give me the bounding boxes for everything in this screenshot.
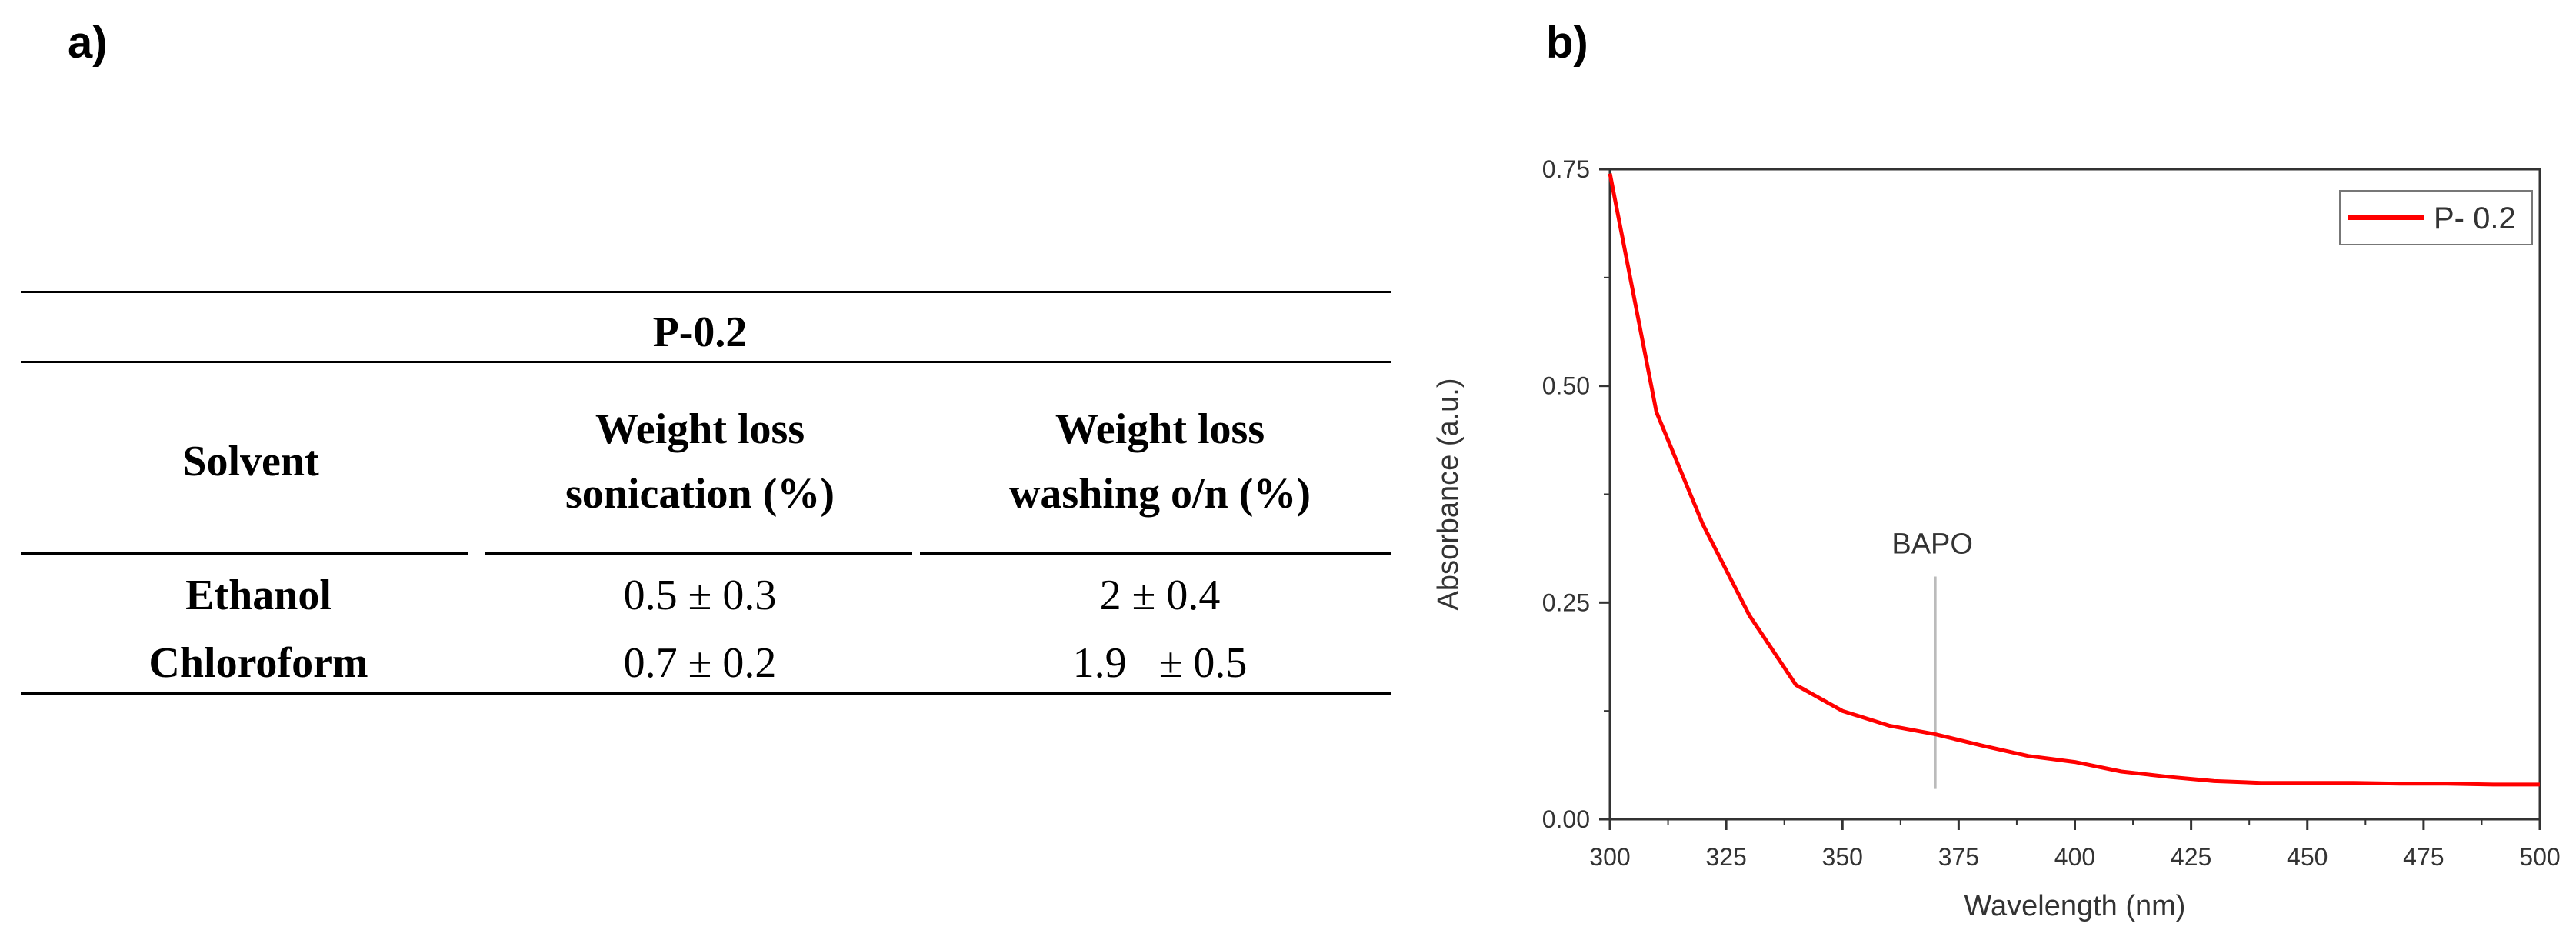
- table-cell-sonication-2: 0.7 ± 0.2: [623, 639, 777, 687]
- y-tick-label: 0.00: [1542, 805, 1590, 833]
- x-tick-label: 375: [1938, 843, 1979, 871]
- y-axis-label: Absorbance (a.u.): [1432, 378, 1465, 610]
- header-sonication-line2: sonication (%): [565, 470, 835, 518]
- legend-label: P- 0.2: [2434, 202, 2516, 235]
- absorbance-chart: 300 325 350 375 400 425 450 475 500 0.00 0.25 0.50…: [1432, 155, 2561, 922]
- header-sonication-line1: Weight loss: [595, 405, 805, 453]
- x-tick-label: 350: [1822, 843, 1863, 871]
- table-cell-sonication-1: 0.5 ± 0.3: [623, 572, 777, 619]
- header-solvent: Solvent: [182, 438, 319, 485]
- table-bottom-rule: [21, 692, 1391, 695]
- table-cell-solvent-2: Chloroform: [148, 639, 368, 687]
- x-tick-label: 425: [2171, 843, 2211, 871]
- x-tick-label: 500: [2519, 843, 2560, 871]
- table-cell-washing-2: 1.9 ± 0.5: [1072, 639, 1248, 687]
- y-axis-ticks: 0.00 0.25 0.50 0.75: [1542, 155, 1610, 833]
- x-axis-ticks: 300 325 350 375 400 425 450 475 500: [1589, 819, 2561, 871]
- table-top-rule: [21, 291, 1391, 293]
- x-tick-label: 475: [2403, 843, 2444, 871]
- table-cell-washing-1: 2 ± 0.4: [1099, 572, 1221, 619]
- header-rule-washing: [920, 552, 1391, 555]
- table-title-rule: [21, 361, 1391, 363]
- y-tick-label: 0.75: [1542, 155, 1590, 183]
- x-tick-label: 450: [2287, 843, 2328, 871]
- panel-label-a: a): [68, 18, 108, 68]
- annotation-label: BAPO: [1891, 528, 1973, 561]
- series-line: [1608, 173, 2540, 787]
- plot-frame: [1608, 168, 2541, 821]
- legend: P- 0.2: [2339, 190, 2533, 245]
- header-washing-line2: washing o/n (%): [1008, 470, 1311, 518]
- x-axis-label: Wavelength (nm): [1964, 890, 2186, 922]
- header-rule-sonication: [485, 552, 912, 555]
- panel-label-b: b): [1546, 18, 1588, 68]
- y-tick-label: 0.50: [1542, 372, 1590, 400]
- x-tick-label: 325: [1705, 843, 1746, 871]
- x-tick-label: 300: [1589, 843, 1630, 871]
- y-tick-label: 0.25: [1542, 588, 1590, 616]
- table-title: P-0.2: [652, 308, 748, 356]
- table-cell-solvent-1: Ethanol: [185, 572, 332, 619]
- series-layer: [1608, 173, 2540, 787]
- header-washing-line1: Weight loss: [1055, 405, 1265, 453]
- header-rule-solvent: [21, 552, 468, 555]
- annotations: BAPO: [1891, 528, 1973, 789]
- x-tick-label: 400: [2054, 843, 2095, 871]
